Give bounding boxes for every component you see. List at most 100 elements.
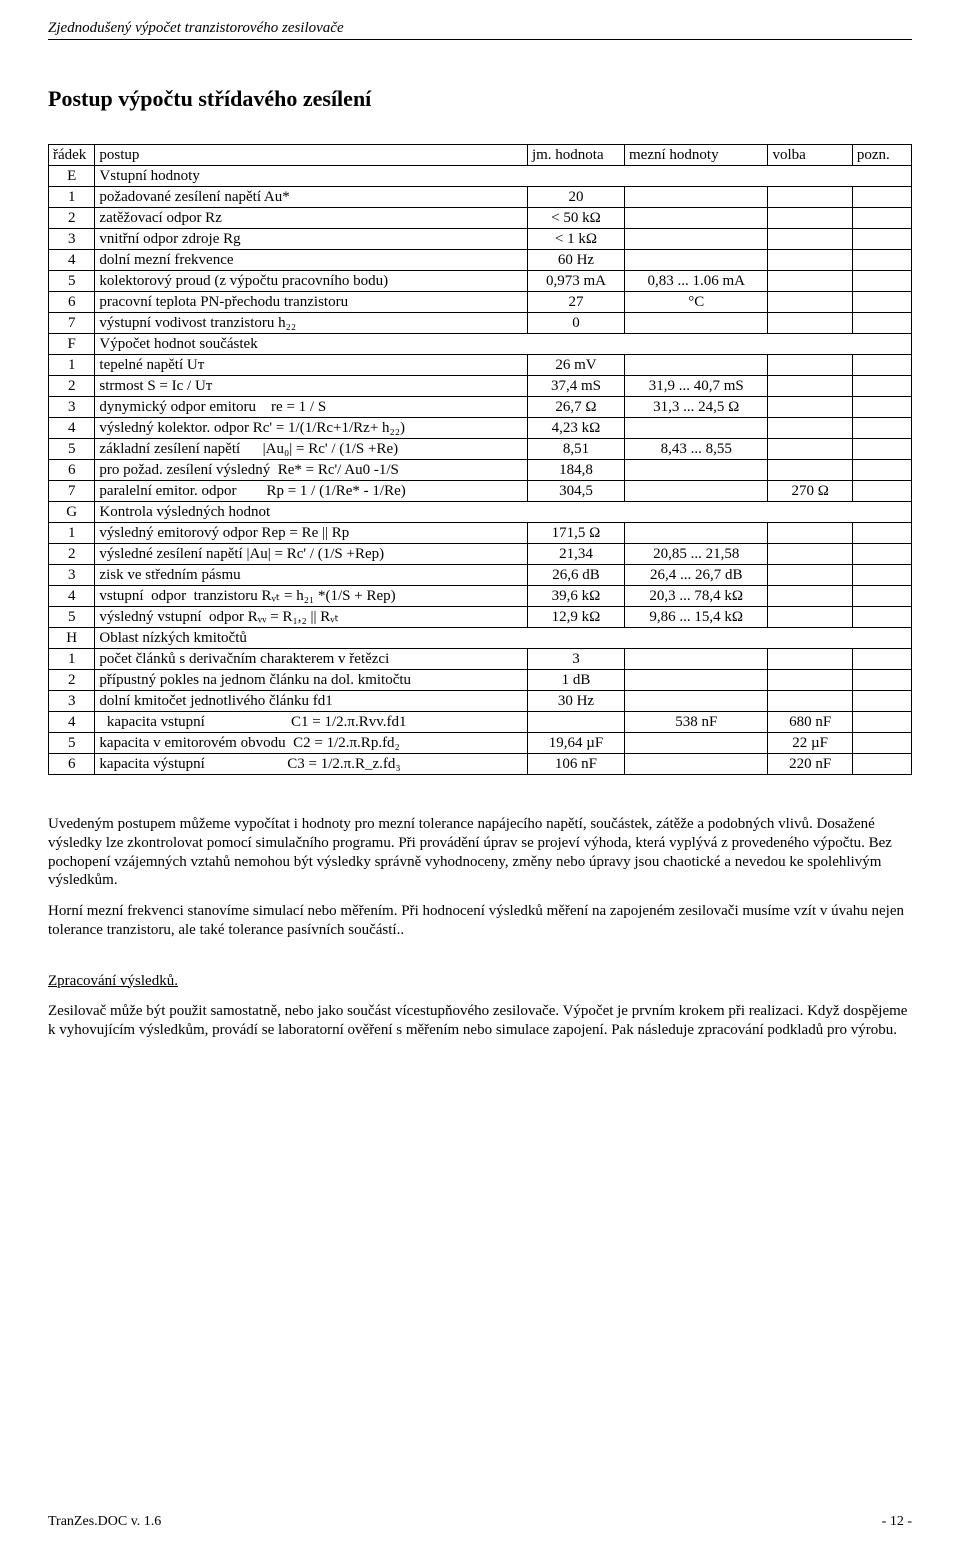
cell-poz bbox=[852, 229, 911, 250]
cell-poz bbox=[852, 250, 911, 271]
cell-index: 1 bbox=[49, 187, 95, 208]
cell-index: 3 bbox=[49, 565, 95, 586]
cell-index: 7 bbox=[49, 481, 95, 502]
cell-mez: 26,4 ... 26,7 dB bbox=[625, 565, 768, 586]
cell-jm: < 50 kΩ bbox=[527, 208, 624, 229]
cell-index: 3 bbox=[49, 229, 95, 250]
cell-index: 6 bbox=[49, 754, 95, 775]
cell-desc: kapacita vstupní C1 = 1/2.π.Rvv.fd1 bbox=[95, 712, 528, 733]
cell-mez bbox=[625, 523, 768, 544]
section-letter: E bbox=[49, 166, 95, 187]
cell-vol bbox=[768, 544, 852, 565]
cell-mez bbox=[625, 754, 768, 775]
cell-poz bbox=[852, 670, 911, 691]
cell-mez: 8,43 ... 8,55 bbox=[625, 439, 768, 460]
cell-index: 3 bbox=[49, 397, 95, 418]
cell-desc: základní zesílení napětí |Au₀| = Rc' / (… bbox=[95, 439, 528, 460]
cell-vol bbox=[768, 586, 852, 607]
cell-jm: 184,8 bbox=[527, 460, 624, 481]
section-label: Kontrola výsledných hodnot bbox=[95, 502, 912, 523]
cell-jm: 26,7 Ω bbox=[527, 397, 624, 418]
cell-mez: °C bbox=[625, 292, 768, 313]
cell-index: 4 bbox=[49, 586, 95, 607]
table-row: 1tepelné napětí Uᴛ26 mV bbox=[49, 355, 912, 376]
hdr-pozn: pozn. bbox=[852, 145, 911, 166]
cell-desc: vnitřní odpor zdroje Rg bbox=[95, 229, 528, 250]
cell-index: 2 bbox=[49, 208, 95, 229]
section-letter: H bbox=[49, 628, 95, 649]
cell-mez bbox=[625, 481, 768, 502]
cell-desc: pracovní teplota PN-přechodu tranzistoru bbox=[95, 292, 528, 313]
cell-desc: výsledné zesílení napětí |Au| = Rc' / (1… bbox=[95, 544, 528, 565]
cell-poz bbox=[852, 733, 911, 754]
cell-vol bbox=[768, 691, 852, 712]
table-row: 4dolní mezní frekvence60 Hz bbox=[49, 250, 912, 271]
cell-poz bbox=[852, 565, 911, 586]
cell-desc: zatěžovací odpor Rz bbox=[95, 208, 528, 229]
cell-desc: paralelní emitor. odpor Rp = 1 / (1/Re* … bbox=[95, 481, 528, 502]
table-row: 1požadované zesílení napětí Au*20 bbox=[49, 187, 912, 208]
cell-desc: tepelné napětí Uᴛ bbox=[95, 355, 528, 376]
table-row: 5kapacita v emitorovém obvodu C2 = 1/2.π… bbox=[49, 733, 912, 754]
cell-index: 1 bbox=[49, 523, 95, 544]
cell-vol bbox=[768, 565, 852, 586]
table-header-row: řádekpostupjm. hodnotamezní hodnotyvolba… bbox=[49, 145, 912, 166]
cell-desc: dolní mezní frekvence bbox=[95, 250, 528, 271]
cell-desc: výsledný vstupní odpor Rᵥᵥ = R₁,₂ || Rᵥₜ bbox=[95, 607, 528, 628]
cell-jm: 37,4 mS bbox=[527, 376, 624, 397]
document-page: Zjednodušený výpočet tranzistorového zes… bbox=[0, 0, 960, 1552]
table-row: 7výstupní vodivost tranzistoru h₂₂0 bbox=[49, 313, 912, 334]
table-row: 4 kapacita vstupní C1 = 1/2.π.Rvv.fd1538… bbox=[49, 712, 912, 733]
cell-index: 4 bbox=[49, 418, 95, 439]
footer-left: TranZes.DOC v. 1.6 bbox=[48, 1514, 161, 1530]
section-letter: G bbox=[49, 502, 95, 523]
cell-index: 1 bbox=[49, 649, 95, 670]
cell-index: 1 bbox=[49, 355, 95, 376]
table-row: 1výsledný emitorový odpor Rep = Re || Rp… bbox=[49, 523, 912, 544]
section-row: FVýpočet hodnot součástek bbox=[49, 334, 912, 355]
cell-mez bbox=[625, 250, 768, 271]
footer-right: - 12 - bbox=[882, 1514, 912, 1530]
cell-index: 4 bbox=[49, 250, 95, 271]
table-row: 3dynymický odpor emitoru re = 1 / S26,7 … bbox=[49, 397, 912, 418]
cell-jm bbox=[527, 712, 624, 733]
cell-desc: výstupní vodivost tranzistoru h₂₂ bbox=[95, 313, 528, 334]
cell-index: 5 bbox=[49, 733, 95, 754]
cell-vol bbox=[768, 229, 852, 250]
cell-vol bbox=[768, 439, 852, 460]
cell-mez bbox=[625, 670, 768, 691]
cell-index: 6 bbox=[49, 460, 95, 481]
table-row: 3vnitřní odpor zdroje Rg< 1 kΩ bbox=[49, 229, 912, 250]
cell-jm: 8,51 bbox=[527, 439, 624, 460]
cell-vol bbox=[768, 670, 852, 691]
table-row: 5kolektorový proud (z výpočtu pracovního… bbox=[49, 271, 912, 292]
cell-jm: 304,5 bbox=[527, 481, 624, 502]
cell-mez bbox=[625, 460, 768, 481]
section-label: Vstupní hodnoty bbox=[95, 166, 912, 187]
cell-poz bbox=[852, 292, 911, 313]
table-row: 2strmost S = Ic / Uᴛ37,4 mS31,9 ... 40,7… bbox=[49, 376, 912, 397]
cell-poz bbox=[852, 439, 911, 460]
table-row: 6kapacita výstupní C3 = 1/2.π.R_z.fd₃106… bbox=[49, 754, 912, 775]
cell-vol bbox=[768, 208, 852, 229]
table-row: 6pracovní teplota PN-přechodu tranzistor… bbox=[49, 292, 912, 313]
cell-index: 6 bbox=[49, 292, 95, 313]
cell-desc: výsledný kolektor. odpor Rc' = 1/(1/Rc+1… bbox=[95, 418, 528, 439]
cell-desc: strmost S = Ic / Uᴛ bbox=[95, 376, 528, 397]
cell-vol: 22 µF bbox=[768, 733, 852, 754]
table-row: 2přípustný pokles na jednom článku na do… bbox=[49, 670, 912, 691]
cell-vol bbox=[768, 376, 852, 397]
cell-poz bbox=[852, 523, 911, 544]
cell-jm: 0 bbox=[527, 313, 624, 334]
cell-index: 5 bbox=[49, 607, 95, 628]
table-row: 2zatěžovací odpor Rz< 50 kΩ bbox=[49, 208, 912, 229]
cell-poz bbox=[852, 649, 911, 670]
cell-mez bbox=[625, 418, 768, 439]
cell-poz bbox=[852, 418, 911, 439]
cell-poz bbox=[852, 376, 911, 397]
cell-poz bbox=[852, 355, 911, 376]
table-row: 3dolní kmitočet jednotlivého článku fd13… bbox=[49, 691, 912, 712]
cell-poz bbox=[852, 691, 911, 712]
table-row: 4vstupní odpor tranzistoru Rᵥₜ = h₂₁ *(1… bbox=[49, 586, 912, 607]
cell-jm: 21,34 bbox=[527, 544, 624, 565]
